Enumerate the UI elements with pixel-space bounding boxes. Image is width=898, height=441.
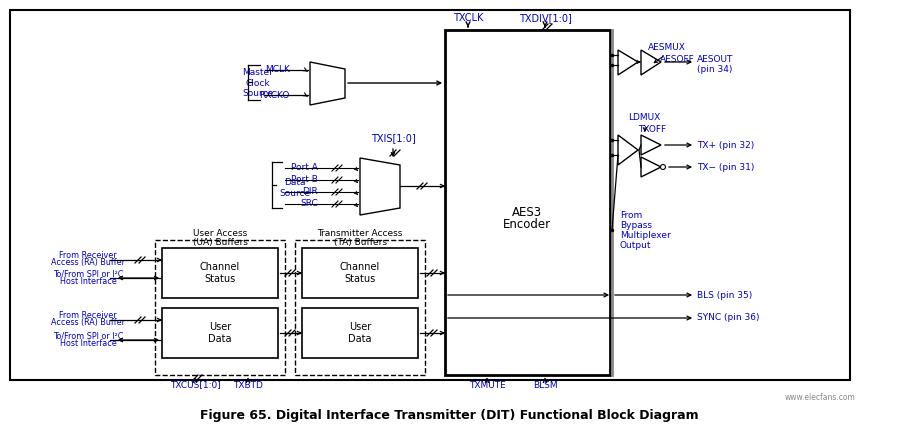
Bar <box>302 308 418 358</box>
Bar <box>162 248 278 298</box>
Text: RXCKO: RXCKO <box>260 90 290 100</box>
Text: User Access: User Access <box>193 228 247 238</box>
Text: Master
Clock
Source: Master Clock Source <box>242 68 274 98</box>
Text: TXCLK: TXCLK <box>453 13 483 23</box>
Text: (pin 34): (pin 34) <box>697 66 733 75</box>
Polygon shape <box>618 50 638 75</box>
Text: From Receiver: From Receiver <box>59 250 117 259</box>
Text: AESOFF: AESOFF <box>660 56 695 64</box>
Text: From Receiver: From Receiver <box>59 310 117 319</box>
Text: SYNC (pin 36): SYNC (pin 36) <box>697 314 760 322</box>
Text: Host Interface: Host Interface <box>59 340 117 348</box>
Text: Channel
Status: Channel Status <box>200 262 240 284</box>
Text: TXIS[1:0]: TXIS[1:0] <box>371 133 416 143</box>
Text: TX+ (pin 32): TX+ (pin 32) <box>697 141 754 149</box>
Text: BLS (pin 35): BLS (pin 35) <box>697 291 753 299</box>
Text: TXDIV[1:0]: TXDIV[1:0] <box>518 13 571 23</box>
Text: TXBTD: TXBTD <box>233 381 263 389</box>
Text: To/From SPI or I²C: To/From SPI or I²C <box>53 332 123 340</box>
Polygon shape <box>618 135 638 165</box>
Text: TX− (pin 31): TX− (pin 31) <box>697 162 754 172</box>
Polygon shape <box>310 62 345 105</box>
Text: Output: Output <box>620 240 652 250</box>
Text: TXOFF: TXOFF <box>638 126 666 135</box>
Bar <box>162 308 278 358</box>
Text: Channel
Status: Channel Status <box>339 262 380 284</box>
Text: LDMUX: LDMUX <box>628 113 660 123</box>
Text: TXCUS[1:0]: TXCUS[1:0] <box>170 381 220 389</box>
Text: Bypass: Bypass <box>620 220 652 229</box>
Polygon shape <box>360 158 400 215</box>
Text: DIR: DIR <box>303 187 318 197</box>
Bar <box>295 240 425 375</box>
Text: User
Data: User Data <box>208 322 232 344</box>
Text: Encoder: Encoder <box>503 217 551 231</box>
Polygon shape <box>641 157 661 177</box>
Text: BLSM: BLSM <box>533 381 558 389</box>
Text: Host Interface: Host Interface <box>59 277 117 287</box>
Text: Access (RA) Buffer: Access (RA) Buffer <box>51 258 125 268</box>
Text: SRC: SRC <box>300 199 318 209</box>
Text: Port A: Port A <box>291 164 318 172</box>
Bar <box>10 10 850 380</box>
Text: Data
Source: Data Source <box>279 178 311 198</box>
Bar <box>302 248 418 298</box>
Text: Transmitter Access: Transmitter Access <box>317 228 402 238</box>
Text: AES3: AES3 <box>512 206 542 218</box>
Text: Access (RA) Buffer: Access (RA) Buffer <box>51 318 125 328</box>
Text: (TA) Buffers: (TA) Buffers <box>333 238 386 247</box>
Text: From: From <box>620 210 642 220</box>
Bar <box>445 30 610 375</box>
Text: (UA) Buffers: (UA) Buffers <box>192 238 248 247</box>
Text: User
Data: User Data <box>348 322 372 344</box>
Polygon shape <box>641 50 661 75</box>
Text: TXMUTE: TXMUTE <box>469 381 506 389</box>
Circle shape <box>661 164 665 169</box>
Polygon shape <box>641 135 661 155</box>
Text: MCLK: MCLK <box>265 66 290 75</box>
Text: Figure 65. Digital Interface Transmitter (DIT) Functional Block Diagram: Figure 65. Digital Interface Transmitter… <box>199 408 699 422</box>
Text: Port B: Port B <box>291 176 318 184</box>
Text: To/From SPI or I²C: To/From SPI or I²C <box>53 269 123 279</box>
Text: www.elecfans.com: www.elecfans.com <box>785 393 856 403</box>
Text: AESMUX: AESMUX <box>648 44 686 52</box>
Text: AESOUT: AESOUT <box>697 56 734 64</box>
Bar <box>155 240 285 375</box>
Text: Multiplexer: Multiplexer <box>620 231 671 239</box>
